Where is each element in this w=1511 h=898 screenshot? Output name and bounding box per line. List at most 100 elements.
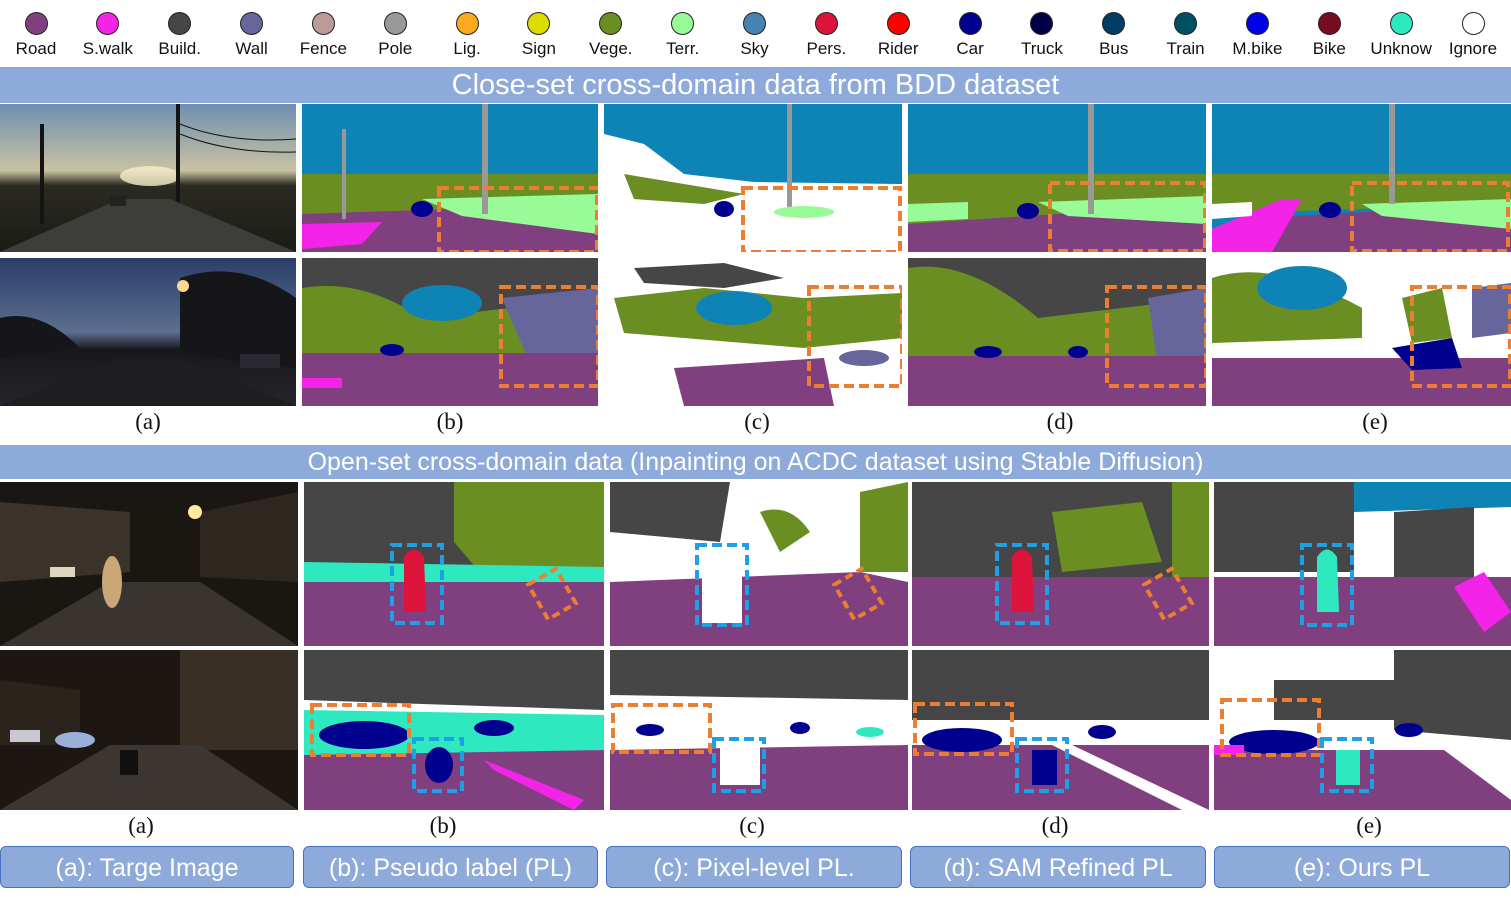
legend-swatch	[168, 12, 192, 35]
open-row2-ours-label	[1214, 650, 1511, 810]
legend-item-vege: Vege.	[571, 2, 651, 59]
open-row2-pixel-level-label	[610, 650, 908, 810]
open-row1-pixel-level-label	[610, 482, 908, 646]
legend-item-car: Car	[930, 2, 1010, 59]
legend-label: Bike	[1312, 39, 1346, 58]
closed-sublabel-e: (e)	[1362, 409, 1388, 434]
legend-swatch	[1030, 12, 1054, 35]
legend-label: Pers.	[806, 39, 847, 58]
legend-swatch	[527, 12, 551, 35]
legend-label: Sky	[740, 39, 769, 58]
legend-label: Build.	[158, 39, 201, 58]
class-color-legend: Road S.walk Build. Wall Fence Pole Lig. Sign Veg…	[0, 0, 1511, 66]
legend-item-road: Road	[0, 2, 76, 59]
legend-item-bus: Bus	[1074, 2, 1154, 59]
legend-label: Ignore	[1448, 39, 1498, 58]
legend-label: Rider	[877, 39, 919, 58]
legend-item-sky: Sky	[715, 2, 795, 59]
closed-sublabel-b: (b)	[436, 409, 464, 434]
legend-swatch	[383, 12, 407, 35]
closed-row1-sam-refined-label	[908, 104, 1206, 252]
caption-pixel-level: (c): Pixel-level PL.	[606, 846, 902, 888]
closed-set-section-title: Close-set cross-domain data from BDD dat…	[0, 67, 1511, 103]
legend-label: Unknow	[1370, 39, 1432, 58]
legend-swatch	[24, 12, 48, 35]
open-sublabel-c: (c)	[739, 813, 765, 838]
legend-swatch	[1461, 12, 1485, 35]
legend-item-m-bike: M.bike	[1217, 2, 1297, 59]
legend-swatch	[240, 12, 264, 35]
legend-item-truck: Truck	[1002, 2, 1082, 59]
legend-label: Terr.	[666, 39, 700, 58]
closed-row2-pixel-level-label	[604, 258, 902, 406]
closed-sublabel-d: (d)	[1046, 409, 1074, 434]
legend-item-pers: Pers.	[786, 2, 866, 59]
legend-label: Car	[956, 39, 984, 58]
legend-item-s-walk: S.walk	[68, 2, 148, 59]
legend-item-sign: Sign	[499, 2, 579, 59]
legend-item-pole: Pole	[355, 2, 435, 59]
caption-ours: (e): Ours PL	[1214, 846, 1510, 888]
legend-swatch	[886, 12, 910, 35]
legend-label: Vege.	[589, 39, 633, 58]
legend-item-train: Train	[1146, 2, 1226, 59]
legend-swatch	[958, 12, 982, 35]
open-row1-ours-label	[1214, 482, 1511, 646]
legend-swatch	[1317, 12, 1341, 35]
legend-label: Lig.	[453, 39, 481, 58]
legend-swatch	[455, 12, 479, 35]
legend-swatch	[671, 12, 695, 35]
closed-row2-sam-refined-label	[908, 258, 1206, 406]
legend-item-bike: Bike	[1289, 2, 1369, 59]
legend-swatch	[311, 12, 335, 35]
legend-swatch	[814, 12, 838, 35]
closed-row2-target-image	[0, 258, 296, 406]
legend-swatch	[599, 12, 623, 35]
legend-item-build: Build.	[140, 2, 220, 59]
closed-row2-ours-label	[1212, 258, 1511, 406]
open-row1-target-image	[0, 482, 298, 646]
legend-item-lig: Lig.	[427, 2, 507, 59]
open-sublabel-e: (e)	[1356, 813, 1382, 838]
open-row2-sam-refined-label	[912, 650, 1209, 810]
closed-row1-pseudo-label	[302, 104, 598, 252]
open-row1-sam-refined-label	[912, 482, 1209, 646]
open-row1-pseudo-label	[304, 482, 604, 646]
open-sublabel-d: (d)	[1041, 813, 1069, 838]
legend-label: Wall	[235, 39, 268, 58]
open-row2-pseudo-label	[304, 650, 604, 810]
legend-item-fence: Fence	[283, 2, 363, 59]
legend-item-rider: Rider	[858, 2, 938, 59]
legend-item-terr: Terr.	[643, 2, 723, 59]
caption-target-image: (a): Targe Image	[0, 846, 294, 888]
caption-pseudo-label: (b): Pseudo label (PL)	[303, 846, 598, 888]
legend-item-wall: Wall	[212, 2, 292, 59]
legend-label: Fence	[299, 39, 348, 58]
closed-sublabel-a: (a)	[135, 409, 161, 434]
open-sublabel-a: (a)	[128, 813, 154, 838]
legend-label: Sign	[521, 39, 556, 58]
closed-sublabel-c: (c)	[744, 409, 770, 434]
open-sublabel-b: (b)	[429, 813, 457, 838]
closed-row1-ours-label	[1212, 104, 1511, 252]
closed-row1-target-image	[0, 104, 296, 252]
legend-label: Bus	[1099, 39, 1129, 58]
open-set-section-title: Open-set cross-domain data (Inpainting o…	[0, 445, 1511, 479]
legend-swatch	[743, 12, 766, 35]
legend-swatch	[1245, 12, 1269, 35]
legend-label: Pole	[378, 39, 413, 58]
legend-swatch	[1389, 12, 1413, 35]
legend-swatch	[96, 12, 120, 35]
legend-swatch	[1102, 12, 1126, 35]
legend-swatch	[1174, 12, 1198, 35]
legend-label: Road	[15, 39, 57, 58]
closed-row1-pixel-level-label	[604, 104, 902, 252]
open-row2-target-image	[0, 650, 298, 810]
legend-label: Truck	[1020, 39, 1063, 58]
closed-row2-pseudo-label	[302, 258, 598, 406]
legend-label: M.bike	[1232, 39, 1283, 58]
legend-item-unknow: Unknow	[1361, 2, 1441, 59]
legend-label: Train	[1166, 39, 1205, 58]
legend-item-ignore: Ignore	[1433, 2, 1511, 59]
legend-label: S.walk	[82, 39, 133, 58]
